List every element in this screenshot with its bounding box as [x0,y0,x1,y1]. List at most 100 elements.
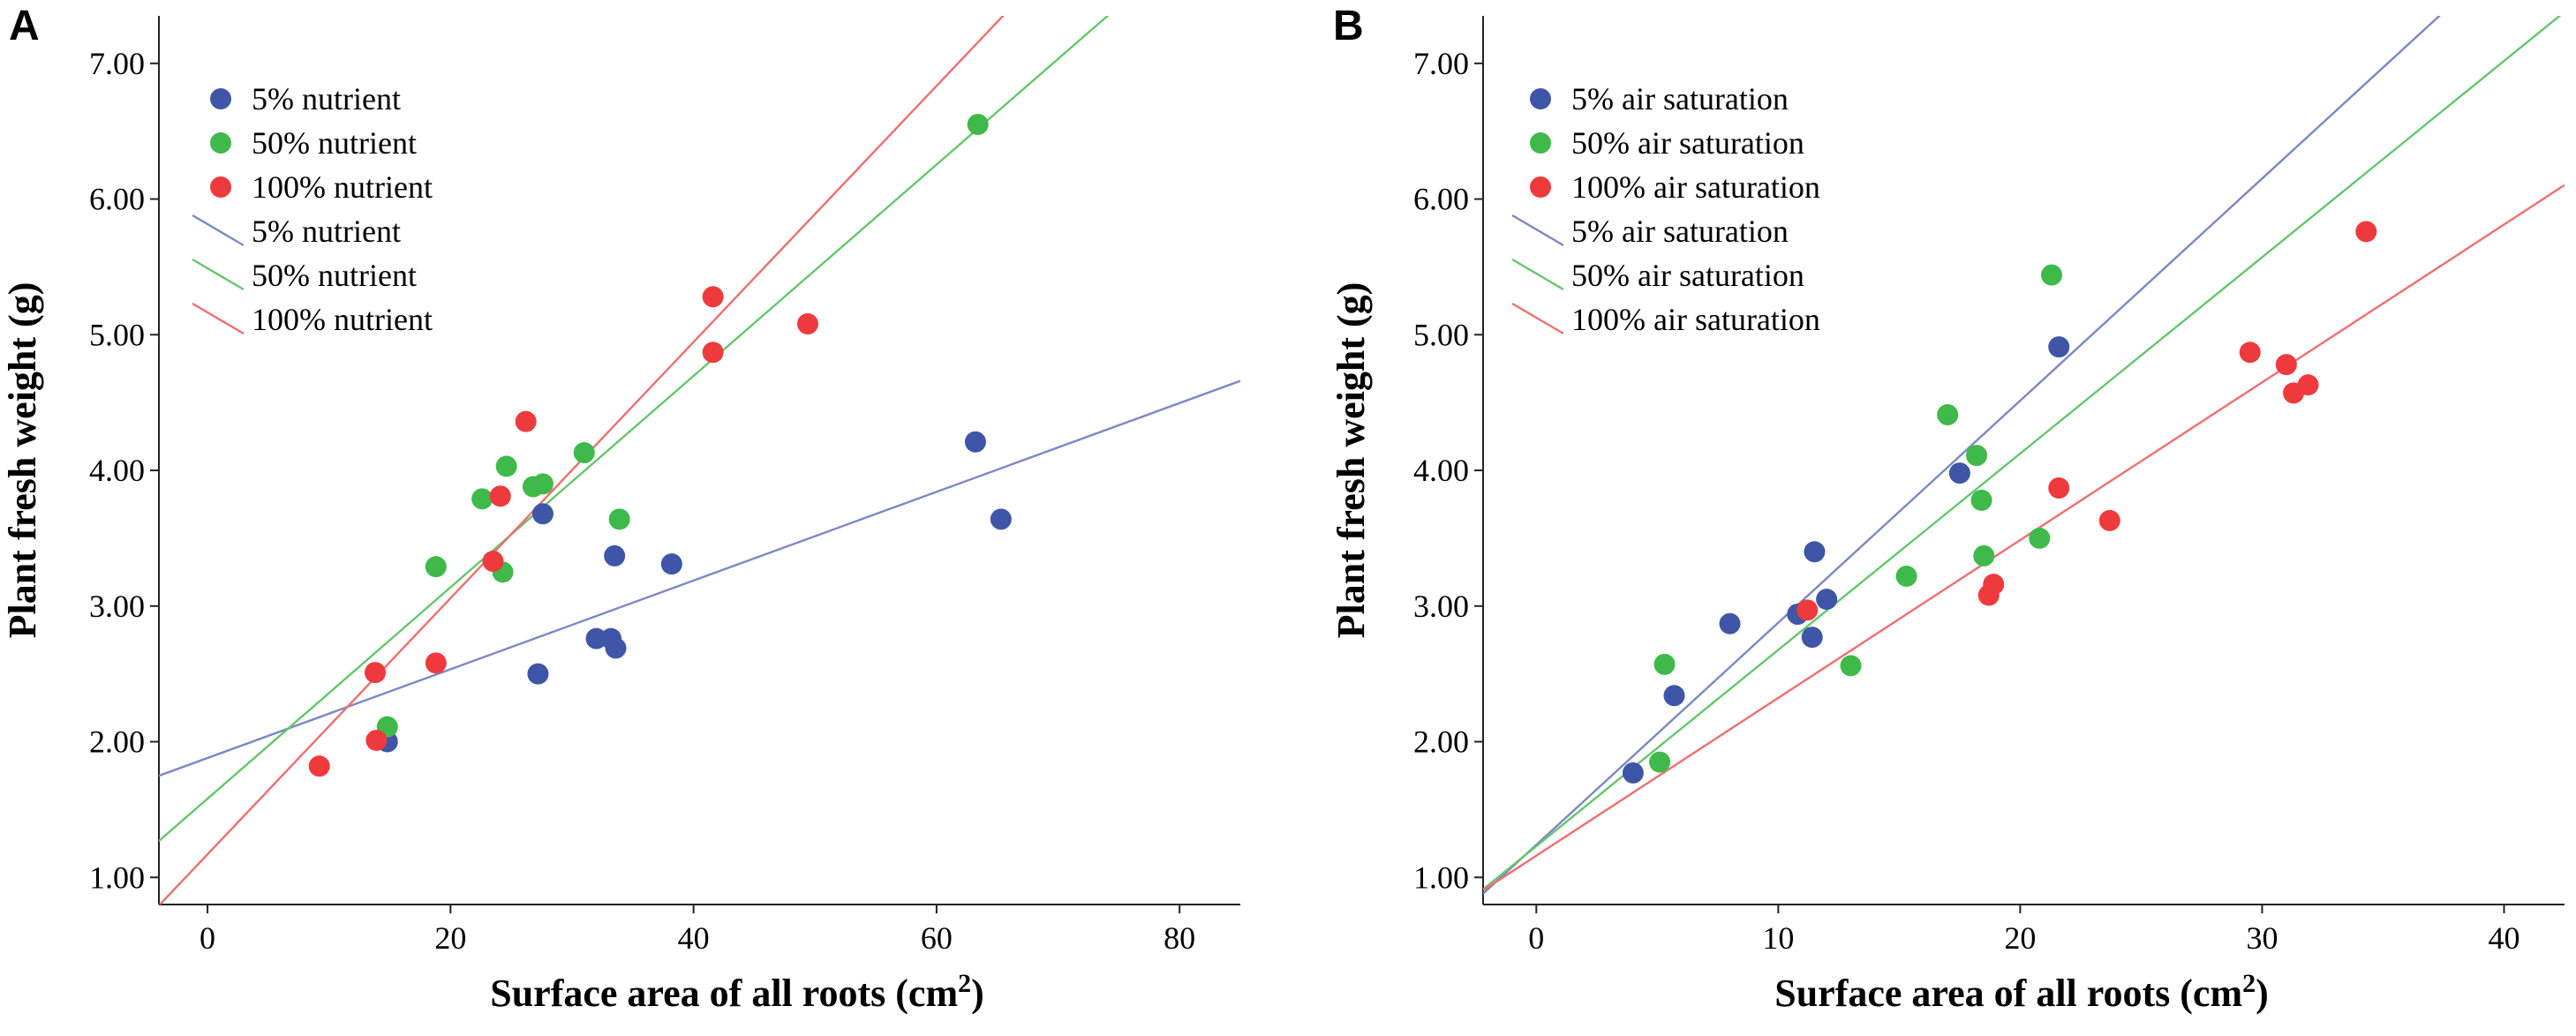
y-axis-title: Plant fresh weight (g) [1,282,44,639]
fit-line-50-air-saturation [1483,16,2562,890]
legend-label: 50% nutrient [252,258,417,293]
x-tick-label: 40 [678,920,710,956]
data-point [1937,403,1959,425]
data-point [531,503,554,525]
data-point [1840,655,1862,677]
legend-label: 5% air saturation [1571,81,1789,116]
data-point [515,410,537,432]
y-tick-label: 4.00 [89,453,145,488]
data-point [495,455,517,477]
legend-label: 50% air saturation [1571,258,1804,293]
legend: 5% nutrient 50% nutrient 100% nutrient 5% n… [192,81,433,337]
data-point [2355,221,2377,243]
data-point [990,508,1012,530]
legend-marker [1530,132,1551,154]
legend-label: 5% air saturation [1571,214,1789,249]
legend-label: 50% nutrient [252,125,417,161]
x-tick-label: 20 [2004,920,2036,956]
fit-line-50-nutrient [159,16,1110,842]
data-point [604,544,626,567]
data-point [1801,627,1823,649]
panel-label: A [9,3,40,49]
data-point [1948,462,1970,484]
fit-line-100-air-saturation [1483,184,2565,891]
data-point [1653,653,1676,675]
legend-label: 5% nutrient [252,214,401,249]
legend-marker [1530,176,1551,198]
legend-marker [210,88,231,109]
legend-line-symbol [192,302,245,335]
fit-line-100-nutrient [159,16,1005,905]
data-point [1719,612,1741,634]
data-point [585,627,607,649]
data-point [2098,509,2120,531]
legend-label: 50% air saturation [1571,125,1804,161]
data-point [482,551,504,573]
legend-line-symbol [192,214,245,247]
data-point [489,485,511,507]
x-tick-label: 10 [1762,920,1794,956]
data-point [702,286,724,308]
x-tick-label: 40 [2488,920,2520,956]
data-point [660,553,682,575]
data-point [365,662,386,684]
data-point [1796,599,1819,621]
data-point [2297,374,2319,396]
y-tick-label: 1.00 [1413,860,1469,895]
data-points [1622,221,2377,784]
fit-lines [1483,16,2565,895]
x-tick-label: 30 [2246,920,2278,956]
x-tick-label: 80 [1164,920,1195,956]
y-tick-label: 6.00 [89,182,145,217]
data-point [531,473,554,495]
data-points [308,113,1012,777]
legend-marker [210,176,231,198]
legend-line-symbol [1511,258,1564,291]
data-point [2029,527,2051,549]
legend-marker [210,132,231,154]
legend-label: 100% nutrient [252,302,433,337]
data-point [471,488,493,510]
data-point [1966,445,1988,467]
data-point [2239,342,2261,364]
data-point [1973,544,1995,567]
data-point [702,342,724,364]
data-point [2275,354,2297,376]
x-tick-label: 0 [1528,920,1544,956]
y-tick-label: 7.00 [89,46,145,81]
panel-label: B [1333,3,1364,49]
data-point [527,663,549,685]
panel-a: A 1.00 2.00 3.00 4.00 5.00 6.00 7.00 0 20 40 60 80 Su… [1,3,1240,1015]
data-point [605,637,627,659]
data-point [1895,565,1917,587]
fit-line-5-nutrient [159,379,1240,777]
y-tick-label: 7.00 [1413,46,1469,81]
data-point [425,556,447,578]
data-point [1663,685,1685,707]
y-tick-label: 3.00 [1413,589,1469,624]
fit-line-5-air-saturation [1483,16,2441,895]
y-tick-label: 2.00 [89,724,145,760]
data-point [1804,541,1826,563]
legend-line-symbol [1511,214,1564,247]
panel-b: B 1.00 2.00 3.00 4.00 5.00 6.00 7.00 0 10 20 30 40 Su… [1329,3,2565,1015]
data-point [967,113,989,135]
data-point [1970,489,1992,511]
data-point [608,508,630,530]
data-point [1816,589,1838,611]
data-point [1622,762,1644,784]
data-point [308,755,330,777]
legend-line-symbol [192,258,245,291]
x-tick-label: 0 [200,920,215,956]
y-tick-label: 2.00 [1413,724,1469,760]
legend-label: 100% nutrient [252,169,433,205]
x-tick-label: 60 [921,920,953,956]
y-tick-label: 5.00 [89,317,145,352]
y-tick-label: 1.00 [89,860,145,895]
legend-label: 100% air saturation [1571,169,1820,205]
data-point [2041,264,2063,286]
data-point [1983,574,2005,596]
legend: 5% air saturation 50% air saturation 100% … [1511,81,1820,337]
x-tick-label: 20 [434,920,466,956]
